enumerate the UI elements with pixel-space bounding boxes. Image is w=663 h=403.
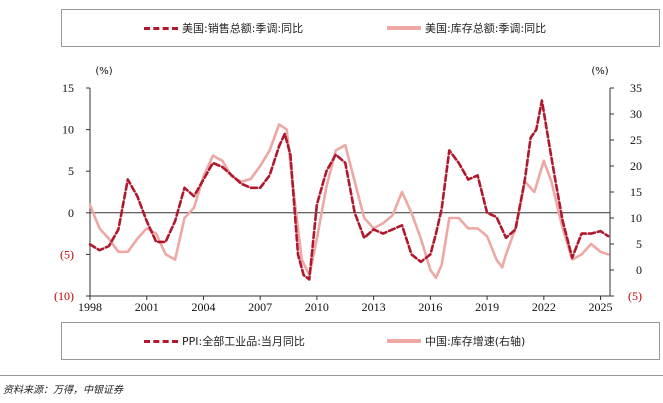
legend-top: 美国:销售总额:季调:同比 美国:库存总额:季调:同比 (61, 9, 660, 47)
legend-label: PPI:全部工业品:当月同比 (182, 335, 305, 348)
series-line-ppi (88, 99, 610, 281)
source-footnote: 资料来源：万得，中银证券 (3, 385, 123, 396)
left-tick-label: 10 (62, 123, 74, 137)
x-tick-label: 1998 (78, 300, 102, 314)
right-tick-label: (5) (628, 289, 642, 303)
legend-label: 中国:库存增速(右轴) (425, 335, 526, 348)
solid-line-swatch-icon (387, 339, 421, 343)
x-tick-label: 2025 (589, 300, 613, 314)
line-chart: 15 10 5 0 (5) (10) 35 30 25 20 15 10 5 0 (5) (%) (%) 1998… (54, 66, 642, 314)
right-axis-unit-label: (%) (591, 66, 608, 77)
left-tick-label: 15 (62, 81, 74, 95)
x-tick-label: 2016 (418, 300, 442, 314)
solid-line-swatch-icon (387, 26, 421, 30)
legend-bottom: PPI:全部工业品:当月同比 中国:库存增速(右轴) (61, 322, 660, 360)
left-tick-label: 0 (68, 206, 74, 220)
right-tick-label: 0 (636, 263, 642, 277)
right-tick-label: 20 (630, 159, 642, 173)
x-tick-label: 2007 (248, 300, 272, 314)
plot-area: 15 10 5 0 (5) (10) 35 30 25 20 15 10 5 0 (5) (%) (%) 1998… (54, 66, 642, 314)
x-tick-label: 2013 (362, 300, 386, 314)
legend-item-solid: 美国:库存总额:季调:同比 (387, 10, 546, 46)
legend-label: 美国:库存总额:季调:同比 (425, 22, 547, 35)
x-tick-label: 2010 (305, 300, 329, 314)
legend-item-dashed: 美国:销售总额:季调:同比 (144, 10, 303, 46)
x-tick-label: 2001 (135, 300, 159, 314)
legend-item-dashed: PPI:全部工业品:当月同比 (144, 323, 305, 359)
right-tick-label: 30 (630, 107, 642, 121)
legend-label: 美国:销售总额:季调:同比 (182, 22, 304, 35)
footer-rule (0, 375, 663, 376)
x-tick-label: 2019 (475, 300, 499, 314)
legend-item-solid: 中国:库存增速(右轴) (387, 323, 525, 359)
right-tick-label: 5 (636, 237, 642, 251)
left-tick-label: 5 (68, 164, 74, 178)
left-axis-unit-label: (%) (95, 66, 112, 77)
x-tick-label: 2004 (191, 300, 215, 314)
series-line-inventory (88, 123, 610, 280)
dashed-line-swatch-icon (144, 26, 178, 30)
left-tick-label: (10) (54, 289, 74, 303)
right-tick-label: 25 (630, 133, 642, 147)
dashed-line-swatch-icon (144, 339, 178, 343)
right-tick-label: 10 (630, 211, 642, 225)
x-tick-label: 2022 (532, 300, 556, 314)
right-tick-label: 35 (630, 81, 642, 95)
left-tick-label: (5) (60, 247, 74, 261)
right-tick-label: 15 (630, 185, 642, 199)
